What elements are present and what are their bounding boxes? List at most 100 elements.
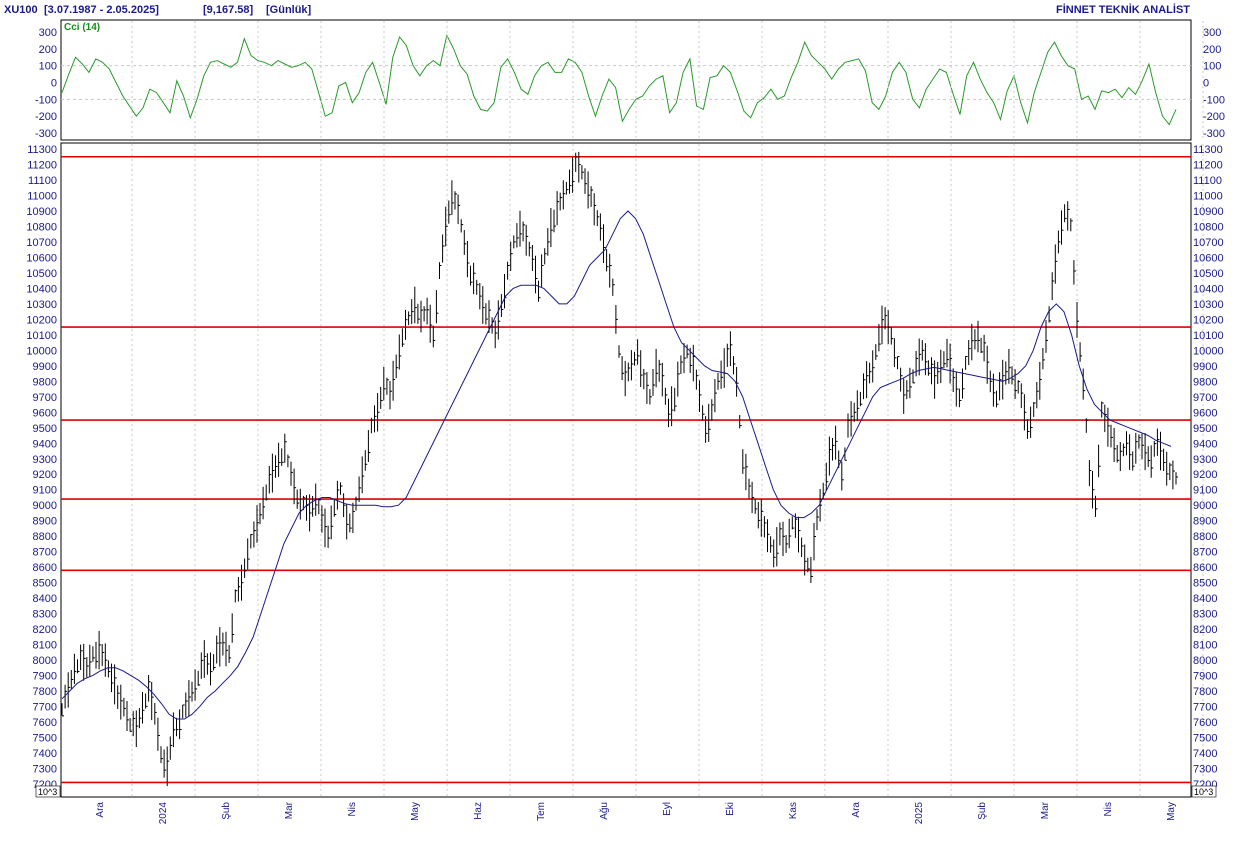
- price-tick-label-left: 8600: [33, 562, 57, 574]
- price-tick-label-left: 8200: [33, 624, 57, 636]
- x-tick-label: Şub: [977, 802, 988, 820]
- cci-tick-label-right: 100: [1203, 61, 1221, 73]
- x-tick-label: Nis: [347, 802, 358, 816]
- price-tick-label-right: 9000: [1193, 500, 1217, 512]
- price-tick-label-left: 8000: [33, 655, 57, 667]
- cci-tick-label-left: 100: [39, 61, 57, 73]
- cci-tick-label-left: -300: [35, 128, 57, 140]
- price-tick-label-left: 8300: [33, 609, 57, 621]
- price-panel: 7200730074007500760077007800790080008100…: [26, 21, 1224, 798]
- price-tick-label-right: 8000: [1193, 655, 1217, 667]
- price-tick-label-right: 7900: [1193, 671, 1217, 683]
- price-tick-label-right: 9100: [1193, 485, 1217, 497]
- price-tick-label-left: 9100: [33, 485, 57, 497]
- cci-gridlines: [61, 65, 1191, 100]
- price-tick-label-right: 11300: [1193, 144, 1223, 156]
- price-tick-label-left: 7900: [33, 671, 57, 683]
- price-tick-label-right: 8500: [1193, 578, 1217, 590]
- unit-box-right: [1191, 785, 1217, 798]
- price-tick-label-left: 9400: [33, 438, 57, 450]
- cci-panel: 300 200 100 0 -100 -200 -300 300 200 100 0 -100 -20…: [35, 19, 1225, 141]
- chart-title-last-value: [9,167.58]: [203, 4, 253, 16]
- price-tick-label-right: 10800: [1193, 221, 1224, 233]
- cci-tick-label-left: 200: [39, 44, 57, 56]
- price-tick-label-left: 10400: [26, 283, 57, 295]
- price-tick-label-right: 8800: [1193, 531, 1217, 543]
- x-tick-label: Tem: [536, 802, 547, 821]
- price-tick-label-right: 7600: [1193, 717, 1217, 729]
- price-tick-label-left: 10100: [26, 330, 57, 342]
- x-tick-label: Haz: [473, 802, 484, 820]
- price-tick-label-left: 8800: [33, 531, 57, 543]
- price-tick-label-left: 8100: [33, 640, 57, 652]
- price-tick-label-left: 10800: [26, 221, 57, 233]
- price-tick-label-right: 7400: [1193, 748, 1217, 760]
- price-tick-label-left: 8500: [33, 578, 57, 590]
- unit-label-left: 10^3: [38, 787, 57, 797]
- price-panel-frame: [60, 142, 1192, 798]
- price-tick-label-left: 7700: [33, 702, 57, 714]
- cci-series-line: [61, 33, 1177, 126]
- x-tick-label: 2025: [914, 802, 925, 825]
- price-tick-label-left: 7800: [33, 686, 57, 698]
- price-tick-label-right: 9500: [1193, 423, 1217, 435]
- x-tick-label: Ağu: [599, 802, 610, 820]
- cci-y-axis-left: 300 200 100 0 -100 -200 -300: [35, 27, 57, 140]
- price-tick-label-right: 10100: [1193, 330, 1224, 342]
- price-tick-label-right: 10200: [1193, 314, 1224, 326]
- price-tick-label-right: 9800: [1193, 376, 1217, 388]
- price-tick-label-left: 7300: [33, 764, 57, 776]
- cci-tick-label-left: -200: [35, 111, 57, 123]
- price-tick-label-right: 8900: [1193, 516, 1217, 528]
- cci-tick-label-left: 300: [39, 27, 57, 39]
- price-tick-label-left: 7400: [33, 748, 57, 760]
- price-tick-label-left: 10000: [26, 345, 57, 357]
- x-tick-label: Ara: [95, 802, 106, 818]
- price-tick-label-left: 7600: [33, 717, 57, 729]
- price-tick-label-left: 9800: [33, 376, 57, 388]
- chart-title-symbol: XU100: [4, 4, 38, 16]
- price-y-axis-left: 7200730074007500760077007800790080008100…: [26, 144, 57, 791]
- price-tick-label-right: 10600: [1193, 252, 1224, 264]
- x-tick-label: Mar: [284, 801, 295, 819]
- price-tick-label-right: 10400: [1193, 283, 1224, 295]
- x-axis: Ara 2024 Şub Mar Nis May Haz Tem Ağu Eyl Eki Kas Ara…: [95, 801, 1177, 824]
- price-tick-label-left: 10600: [26, 252, 57, 264]
- price-tick-label-right: 10500: [1193, 268, 1224, 280]
- price-tick-label-left: 10900: [26, 206, 57, 218]
- x-tick-label: May: [1166, 802, 1177, 821]
- support-resistance-lines: [61, 155, 1191, 784]
- price-tick-label-right: 7700: [1193, 702, 1217, 714]
- price-tick-label-right: 7800: [1193, 686, 1217, 698]
- unit-box-left: [35, 785, 61, 798]
- price-tick-label-left: 10700: [26, 237, 57, 249]
- cci-panel-frame: [60, 19, 1192, 141]
- cci-tick-label-right: 300: [1203, 27, 1221, 39]
- price-tick-label-right: 11200: [1193, 159, 1223, 171]
- price-tick-label-left: 9700: [33, 392, 57, 404]
- price-tick-label-right: 8400: [1193, 593, 1217, 605]
- price-bars: [61, 151, 1178, 787]
- cci-y-axis-right: 300 200 100 0 -100 -200 -300: [1203, 27, 1225, 140]
- brand-label: FİNNET TEKNİK ANALİST: [1056, 3, 1190, 16]
- price-tick-label-right: 10300: [1193, 299, 1224, 311]
- price-tick-label-right: 9200: [1193, 469, 1217, 481]
- moving-average-line: [61, 210, 1172, 720]
- price-tick-label-left: 9000: [33, 500, 57, 512]
- x-tick-label: Eyl: [662, 802, 673, 816]
- price-tick-label-left: 8900: [33, 516, 57, 528]
- price-tick-label-right: 9700: [1193, 392, 1217, 404]
- price-tick-label-left: 7500: [33, 733, 57, 745]
- price-tick-label-right: 10900: [1193, 206, 1224, 218]
- price-tick-label-right: 9900: [1193, 361, 1217, 373]
- price-tick-label-left: 10500: [26, 268, 57, 280]
- x-tick-label: Kas: [788, 802, 799, 819]
- chart-title-period: [Günlük]: [266, 4, 312, 16]
- price-tick-label-right: 7500: [1193, 733, 1217, 745]
- price-tick-label-right: 8700: [1193, 547, 1217, 559]
- price-tick-label-left: 11100: [28, 175, 57, 187]
- cci-series-label: Cci (14): [64, 22, 100, 33]
- price-tick-label-right: 9300: [1193, 454, 1217, 466]
- price-tick-label-right: 9600: [1193, 407, 1217, 419]
- price-tick-label-right: 7300: [1193, 764, 1217, 776]
